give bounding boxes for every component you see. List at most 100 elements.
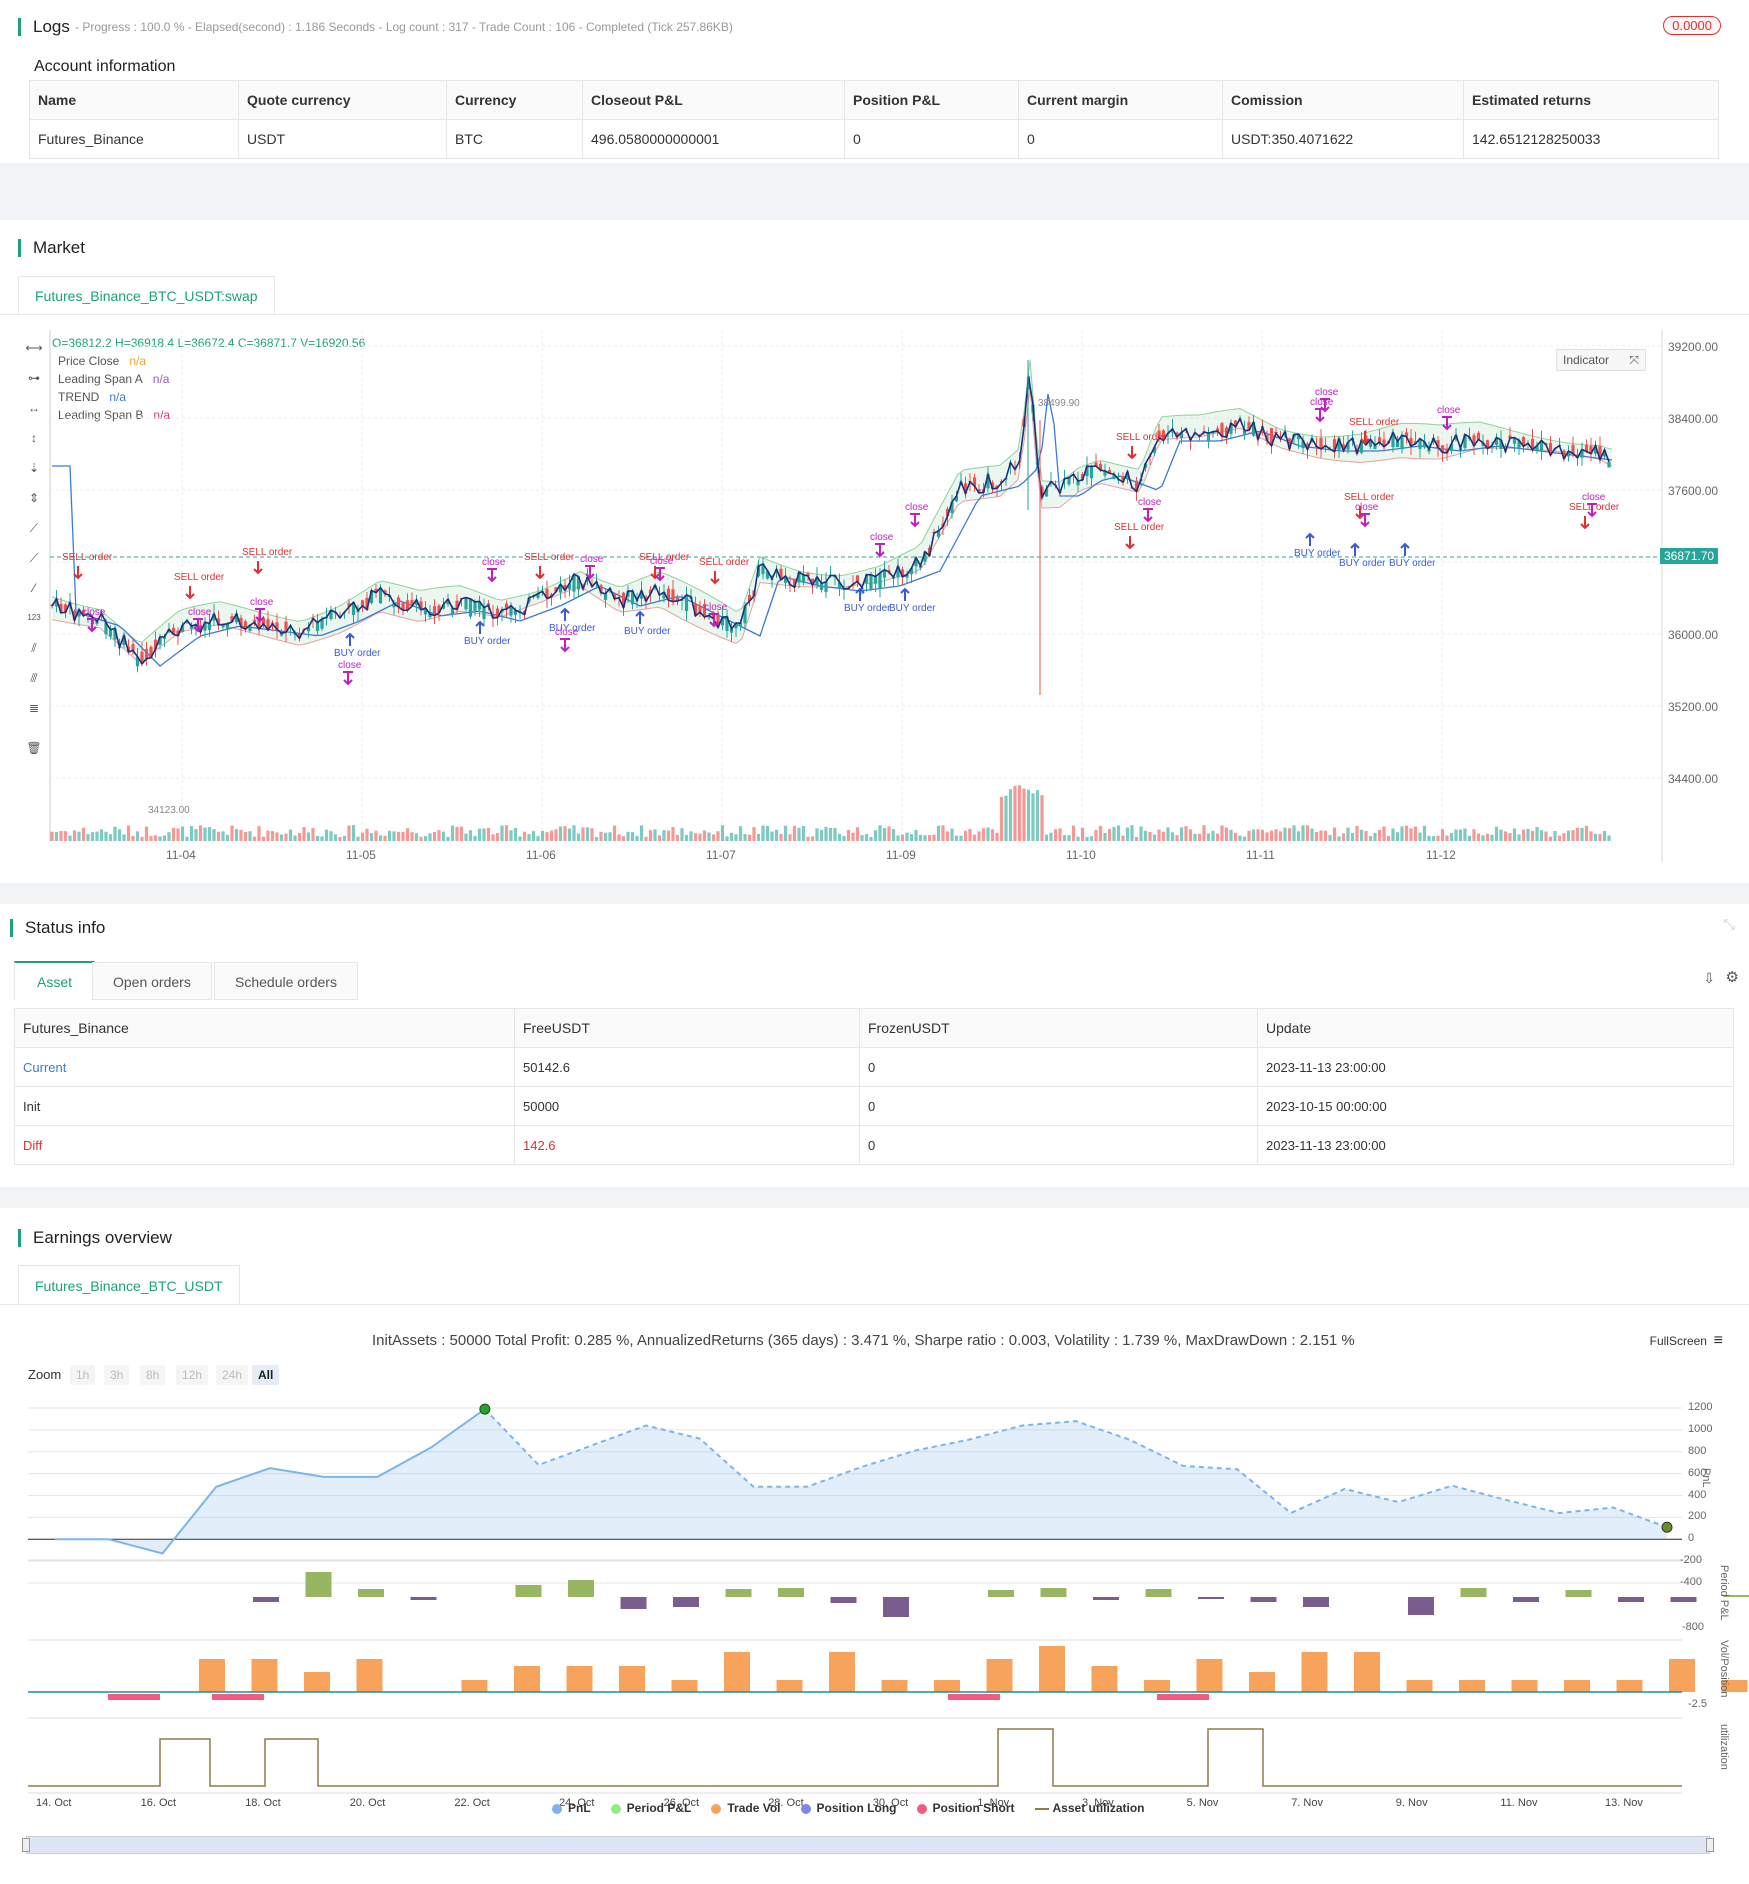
vol-tick: -2.5 [1688, 1698, 1707, 1710]
candle [450, 608, 455, 615]
vertical-segment-icon[interactable]: ⇣ [28, 461, 40, 475]
pnl-axis-tick: 400 [1688, 1488, 1707, 1501]
horizontal-line-icon[interactable]: ↔ [28, 401, 40, 415]
volume-bar [635, 835, 639, 841]
trash-icon[interactable]: 🗑 [26, 741, 42, 755]
volume-bar [221, 831, 225, 841]
volume-bar [1287, 828, 1292, 841]
volume-bar [1022, 788, 1026, 841]
volume-bar [1539, 830, 1544, 841]
volume-bar [1152, 834, 1157, 841]
volume-bar [716, 831, 720, 841]
volume-bar [216, 831, 221, 841]
buy-order-label: BUY order [1339, 558, 1386, 569]
tab-earnings-symbol[interactable]: Futures_Binance_BTC_USDT [18, 1265, 240, 1305]
candle [675, 597, 680, 601]
candle [896, 566, 900, 578]
legend-item[interactable]: PnL [552, 1801, 591, 1815]
navigator-handle-right[interactable] [1706, 1838, 1714, 1852]
collapse-icon[interactable]: ⤡ [1723, 916, 1735, 932]
navigator-handle-left[interactable] [22, 1838, 30, 1852]
volume-bar [968, 829, 972, 841]
ray-line-icon[interactable]: ⟋ [29, 551, 39, 565]
candle [1067, 477, 1071, 485]
close-label: close [870, 532, 894, 543]
candle [554, 587, 558, 592]
tab-schedule-orders[interactable]: Schedule orders [214, 962, 358, 1000]
candlestick-chart[interactable]: SELL order SELL order SELL order SELL order… [0, 220, 1749, 883]
fib-horizontal-icon[interactable]: ≣ [28, 701, 40, 715]
pnl-axis-tick: -200 [1680, 1554, 1703, 1567]
volume-bar [833, 827, 837, 841]
volume-bar [707, 832, 711, 841]
legend-item[interactable]: Asset utilization [1034, 1801, 1145, 1815]
tab-open-orders[interactable]: Open orders [92, 962, 212, 1000]
zoom-1h[interactable]: 1h [70, 1365, 96, 1385]
volume-bar [815, 828, 819, 841]
line-swatch-icon [1034, 1807, 1049, 1810]
zoom-8h[interactable]: 8h [140, 1365, 166, 1385]
tab-asset[interactable]: Asset [14, 961, 96, 1001]
zoom-12h[interactable]: 12h [176, 1365, 209, 1385]
sell-order-label: SELL order [1569, 502, 1620, 513]
download-icon[interactable]: ⇩ [1703, 970, 1715, 986]
legend-item[interactable]: Trade Vol [711, 1801, 781, 1815]
candle [266, 619, 270, 631]
volume-bar [405, 828, 410, 841]
candle [275, 622, 279, 630]
vertical-line-icon[interactable]: ↕ [31, 431, 37, 445]
volume-bar [1476, 833, 1481, 841]
tab-market-symbol[interactable]: Futures_Binance_BTC_USDT:swap [18, 276, 275, 314]
volume-bar [365, 828, 369, 841]
candle [815, 576, 819, 586]
fullscreen-button[interactable]: FullScreen ≡ [1650, 1332, 1723, 1350]
parallel-line-icon[interactable]: ⫽ [31, 641, 37, 655]
candle [1175, 432, 1179, 438]
indicator-button[interactable]: Indicator ⤧ [1556, 349, 1646, 371]
legend-item[interactable]: Period P&L [610, 1801, 691, 1815]
col-currency: Currency [446, 80, 583, 120]
volume-bar [126, 825, 131, 841]
buy-arrow-icon [1305, 532, 1315, 546]
candle [630, 590, 635, 605]
candle [963, 483, 968, 494]
trend-line-icon[interactable]: ⟋ [29, 521, 39, 535]
volume-bar [356, 836, 360, 841]
sell-order-label: SELL order [524, 552, 575, 563]
volume-bar [932, 834, 936, 841]
fib-icon[interactable]: ⫻ [30, 671, 38, 685]
zoom-3h[interactable]: 3h [104, 1365, 130, 1385]
horizontal-ray-icon[interactable]: ⊶ [28, 371, 40, 385]
volume-bar [1377, 829, 1382, 841]
volume-bar [1310, 828, 1314, 841]
volume-bar [887, 826, 891, 841]
candle [648, 589, 653, 594]
volume-bar [486, 827, 491, 841]
legend-item[interactable]: Position Long [800, 1801, 897, 1815]
candle [1593, 445, 1598, 454]
segment-icon[interactable]: ⁄ [32, 581, 35, 595]
volume-bar [1341, 833, 1346, 841]
vertical-range-icon[interactable]: ⇕ [28, 491, 40, 505]
candle [171, 627, 176, 635]
candle [486, 603, 491, 606]
gear-icon[interactable]: ⚙ [1725, 969, 1739, 986]
volume-bar [1517, 834, 1521, 841]
earnings-summary: InitAssets : 50000 Total Profit: 0.285 %… [372, 1332, 1355, 1349]
legend-item[interactable]: Position Short [916, 1801, 1015, 1815]
price-label-icon[interactable]: 123 [27, 613, 41, 622]
crosshair-tool-icon[interactable]: ⟷ [25, 341, 43, 355]
zoom-all[interactable]: All [252, 1365, 280, 1385]
candle [1602, 449, 1607, 457]
volume-bar [1458, 829, 1463, 841]
volume-bar [1026, 789, 1031, 841]
volume-bar [513, 827, 518, 841]
navigator-bar[interactable] [26, 1836, 1710, 1854]
volume-bar [977, 831, 981, 841]
volume-bar [531, 831, 536, 841]
volume-bar [122, 834, 126, 841]
volume-bar [180, 826, 185, 841]
candle [108, 629, 113, 637]
zoom-24h[interactable]: 24h [216, 1365, 249, 1385]
volume-bar [666, 830, 671, 841]
